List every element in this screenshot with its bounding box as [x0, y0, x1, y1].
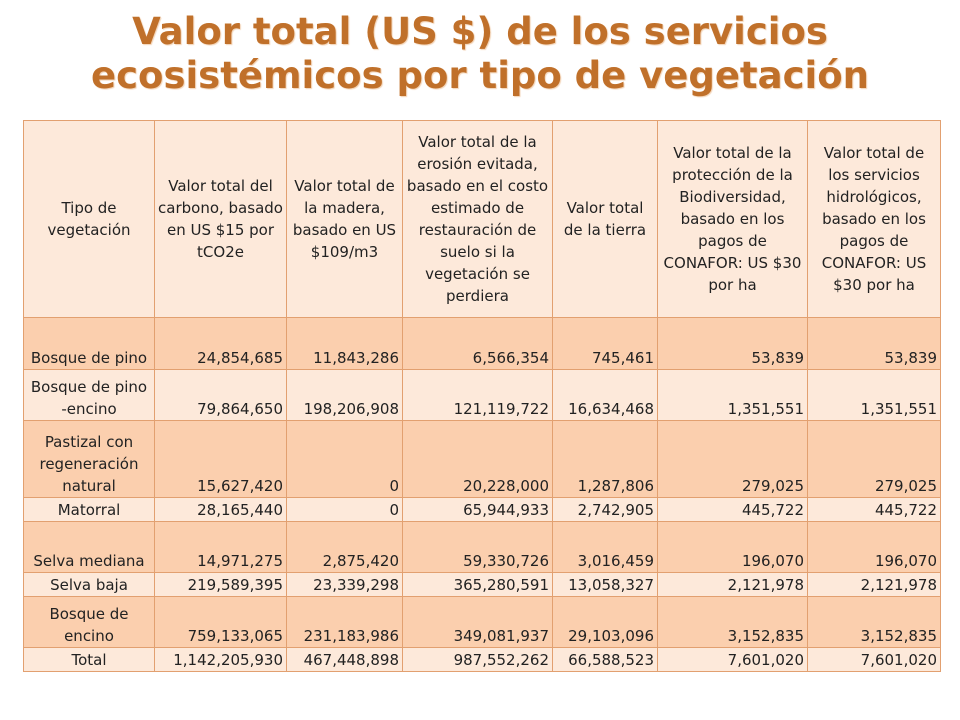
table-cell: 28,165,440 [154, 497, 287, 522]
vegetation-type-cell: Bosque de encino [23, 596, 155, 648]
table-cell: 20,228,000 [402, 420, 553, 498]
vegetation-type-cell: Bosque de pino -encino [23, 369, 155, 421]
header-cell: Valor total de la protección de la Biodi… [657, 120, 808, 318]
table-cell: 2,121,978 [807, 572, 941, 597]
total-label-cell: Total [23, 647, 155, 672]
table-cell: 2,875,420 [286, 521, 403, 573]
table-cell: 349,081,937 [402, 596, 553, 648]
table-cell: 745,461 [552, 317, 658, 370]
table-cell: 445,722 [657, 497, 808, 522]
table-row: Bosque de pino 24,854,685 11,843,286 6,5… [23, 317, 941, 370]
vegetation-type-cell: Selva baja [23, 572, 155, 597]
table-cell: 0 [286, 420, 403, 498]
table-cell: 24,854,685 [154, 317, 287, 370]
title-line-2: ecosistémicos por tipo de vegetación [91, 54, 869, 97]
table-cell: 3,152,835 [807, 596, 941, 648]
total-cell: 987,552,262 [402, 647, 553, 672]
header-cell: Tipo de vegetación [23, 120, 155, 318]
header-row: Tipo de vegetación Valor total del carbo… [23, 120, 941, 318]
table-cell: 198,206,908 [286, 369, 403, 421]
table-cell: 1,287,806 [552, 420, 658, 498]
table-cell: 2,742,905 [552, 497, 658, 522]
title-line-1: Valor total (US $) de los servicios [132, 10, 828, 53]
table-cell: 759,133,065 [154, 596, 287, 648]
total-row: Total 1,142,205,930 467,448,898 987,552,… [23, 647, 941, 672]
table-row: Pastizal con regeneración natural 15,627… [23, 420, 941, 498]
table-cell: 65,944,933 [402, 497, 553, 522]
table-cell: 11,843,286 [286, 317, 403, 370]
header-cell: Valor total de la erosión evitada, basad… [402, 120, 553, 318]
table-cell: 14,971,275 [154, 521, 287, 573]
table-cell: 121,119,722 [402, 369, 553, 421]
vegetation-type-cell: Pastizal con regeneración natural [23, 420, 155, 498]
table-cell: 79,864,650 [154, 369, 287, 421]
vegetation-type-cell: Bosque de pino [23, 317, 155, 370]
table-cell: 445,722 [807, 497, 941, 522]
slide-title: Valor total (US $) de los servicios ecos… [0, 10, 960, 98]
table-cell: 59,330,726 [402, 521, 553, 573]
table-cell: 231,183,986 [286, 596, 403, 648]
table-cell: 279,025 [807, 420, 941, 498]
table-cell: 0 [286, 497, 403, 522]
table-row: Selva mediana 14,971,275 2,875,420 59,33… [23, 521, 941, 573]
table-cell: 219,589,395 [154, 572, 287, 597]
table-cell: 279,025 [657, 420, 808, 498]
table-row: Bosque de encino 759,133,065 231,183,986… [23, 596, 941, 648]
table-cell: 53,839 [657, 317, 808, 370]
total-cell: 66,588,523 [552, 647, 658, 672]
table-cell: 6,566,354 [402, 317, 553, 370]
table-row: Selva baja 219,589,395 23,339,298 365,28… [23, 572, 941, 597]
vegetation-type-cell: Selva mediana [23, 521, 155, 573]
table-cell: 1,351,551 [807, 369, 941, 421]
table-cell: 3,152,835 [657, 596, 808, 648]
header-cell: Valor total del carbono, basado en US $1… [154, 120, 287, 318]
ecosystem-services-table: Tipo de vegetación Valor total del carbo… [23, 120, 941, 672]
table-cell: 53,839 [807, 317, 941, 370]
table-cell: 23,339,298 [286, 572, 403, 597]
table-cell: 3,016,459 [552, 521, 658, 573]
table-row: Bosque de pino -encino 79,864,650 198,20… [23, 369, 941, 421]
header-cell: Valor total de los servicios hidrológico… [807, 120, 941, 318]
total-cell: 1,142,205,930 [154, 647, 287, 672]
table-row: Matorral 28,165,440 0 65,944,933 2,742,9… [23, 497, 941, 522]
table-cell: 365,280,591 [402, 572, 553, 597]
table-cell: 13,058,327 [552, 572, 658, 597]
table-cell: 29,103,096 [552, 596, 658, 648]
total-cell: 7,601,020 [807, 647, 941, 672]
table-cell: 196,070 [657, 521, 808, 573]
table-cell: 1,351,551 [657, 369, 808, 421]
total-cell: 467,448,898 [286, 647, 403, 672]
total-cell: 7,601,020 [657, 647, 808, 672]
header-cell: Valor total de la tierra [552, 120, 658, 318]
vegetation-type-cell: Matorral [23, 497, 155, 522]
table-cell: 15,627,420 [154, 420, 287, 498]
table-cell: 196,070 [807, 521, 941, 573]
table-cell: 2,121,978 [657, 572, 808, 597]
table-cell: 16,634,468 [552, 369, 658, 421]
header-cell: Valor total de la madera, basado en US $… [286, 120, 403, 318]
